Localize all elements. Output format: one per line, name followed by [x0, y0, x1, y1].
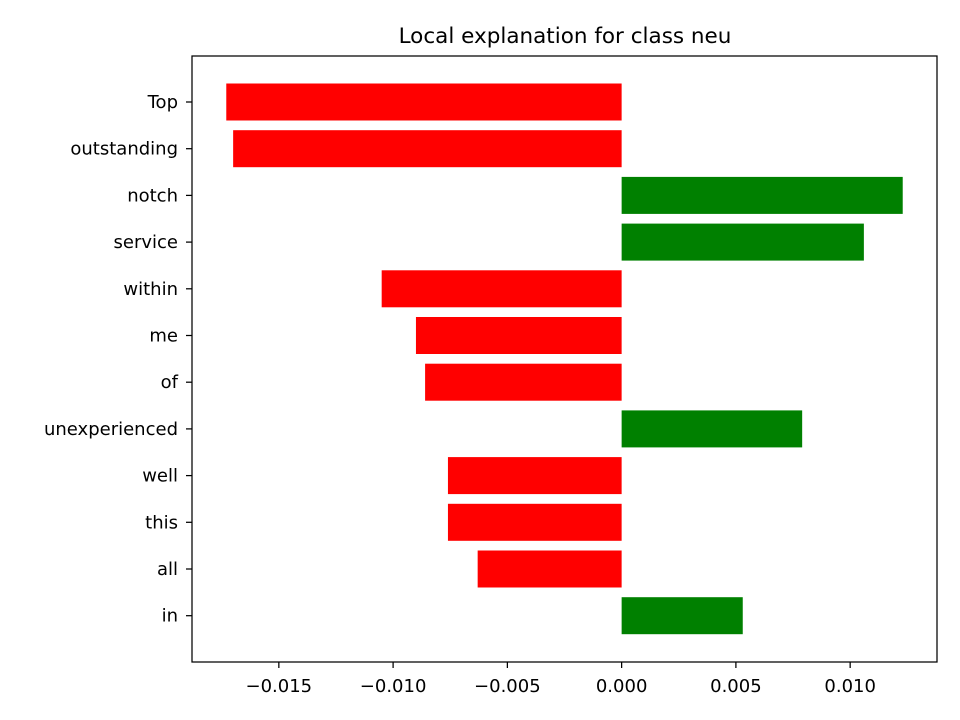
bar-in — [621, 597, 743, 635]
x-tick-label: 0.000 — [596, 676, 648, 697]
bars-layer — [226, 83, 903, 635]
bar-within — [381, 270, 622, 308]
bar-service — [621, 223, 864, 261]
x-axis-ticks: −0.015 −0.010 −0.005 0.000 0.005 0.010 — [246, 662, 876, 697]
bar-well — [447, 457, 622, 495]
y-axis-ticks: Top outstanding notch service within me of unex… — [44, 92, 192, 627]
x-tick-label: −0.015 — [246, 676, 313, 697]
y-tick-label: unexperienced — [44, 419, 178, 440]
bar-notch — [621, 176, 903, 214]
bar-outstanding — [233, 130, 622, 168]
y-tick-label: all — [157, 559, 178, 580]
y-tick-label: service — [114, 232, 178, 253]
bar-Top — [226, 83, 622, 121]
x-tick-label: −0.010 — [360, 676, 427, 697]
y-tick-label: me — [149, 326, 178, 347]
y-tick-label: outstanding — [70, 139, 178, 160]
bar-this — [447, 503, 622, 541]
x-tick-label: −0.005 — [474, 676, 541, 697]
bar-unexperienced — [621, 410, 803, 448]
x-tick-label: 0.010 — [824, 676, 876, 697]
bar-me — [415, 317, 622, 354]
y-tick-label: within — [123, 279, 178, 300]
bar-all — [477, 550, 622, 588]
y-tick-label: of — [161, 372, 179, 393]
axes-frame — [191, 55, 938, 663]
bar-of — [425, 363, 622, 401]
y-tick-label: notch — [127, 185, 178, 206]
y-tick-label: Top — [147, 92, 178, 113]
y-tick-label: well — [142, 466, 178, 487]
y-tick-label: in — [162, 606, 178, 627]
y-tick-label: this — [145, 512, 178, 533]
chart-title: Local explanation for class neu — [399, 24, 732, 49]
x-tick-label: 0.005 — [710, 676, 762, 697]
